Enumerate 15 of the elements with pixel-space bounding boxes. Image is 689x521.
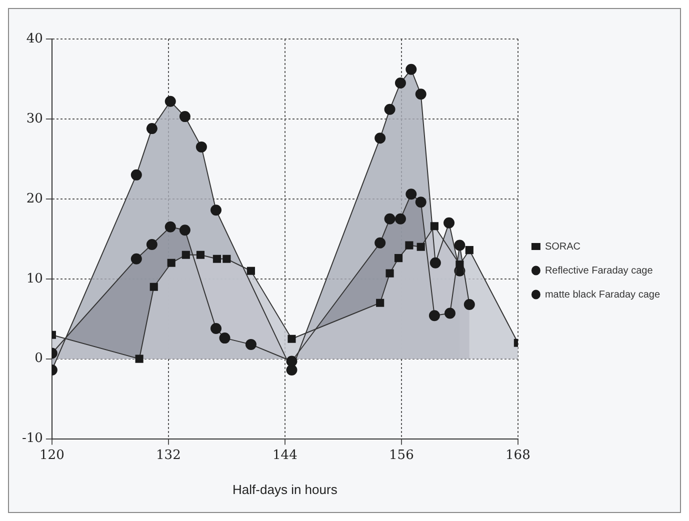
x-axis-title: Half-days in hours — [232, 482, 338, 497]
x-tick-label: 144 — [272, 448, 298, 463]
legend-label: matte black Faraday cage — [544, 289, 660, 300]
y-tick-label: 10 — [26, 271, 43, 286]
y-tick-label: 30 — [26, 111, 43, 126]
y-tick-label: 0 — [34, 351, 43, 366]
legend-label: SORAC — [544, 241, 581, 252]
y-tick-label: 20 — [26, 191, 43, 206]
legend-label: Reflective Faraday cage — [544, 265, 654, 276]
x-tick-label: 156 — [389, 448, 414, 463]
x-tick-label: 168 — [506, 448, 530, 463]
y-tick-label: 40 — [26, 31, 43, 46]
x-tick-label: 120 — [40, 448, 64, 463]
y-tick-label: -10 — [22, 431, 43, 446]
x-tick-label: 132 — [156, 448, 181, 463]
